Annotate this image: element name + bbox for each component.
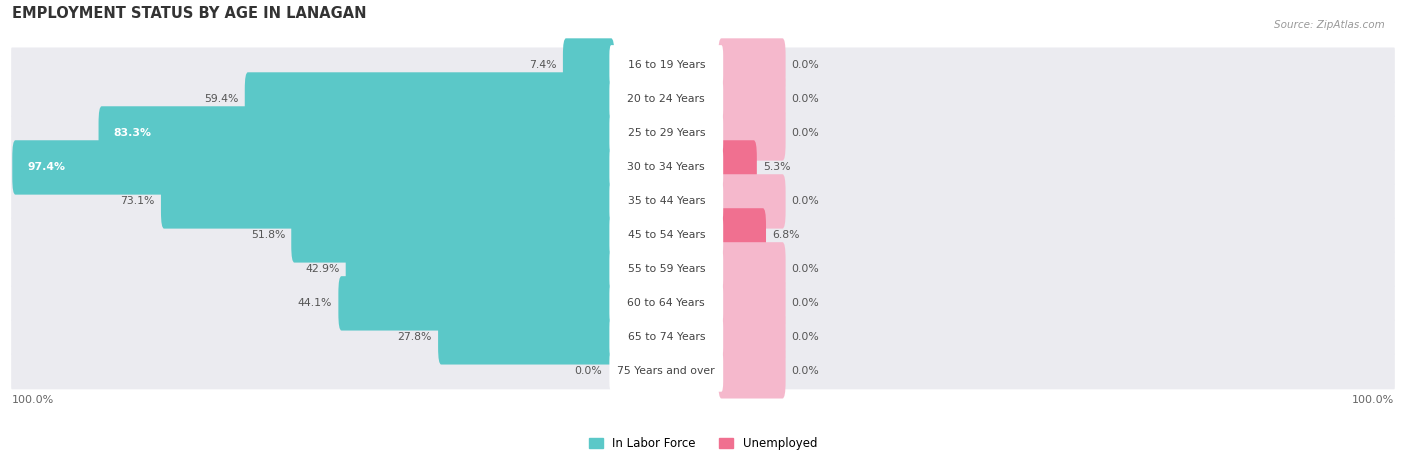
Text: 0.0%: 0.0% [792,298,820,308]
FancyBboxPatch shape [718,344,786,399]
Text: 0.0%: 0.0% [792,265,820,274]
FancyBboxPatch shape [160,174,614,229]
FancyBboxPatch shape [98,106,614,161]
FancyBboxPatch shape [11,184,1395,220]
FancyBboxPatch shape [609,147,723,188]
Text: 35 to 44 Years: 35 to 44 Years [627,196,704,207]
FancyBboxPatch shape [718,276,786,331]
FancyBboxPatch shape [609,113,723,154]
Text: 59.4%: 59.4% [204,94,239,104]
Text: 0.0%: 0.0% [792,333,820,342]
Text: 0.0%: 0.0% [792,128,820,139]
FancyBboxPatch shape [11,353,1395,389]
Text: 97.4%: 97.4% [28,162,66,172]
Text: 27.8%: 27.8% [398,333,432,342]
FancyBboxPatch shape [11,48,1395,84]
Text: EMPLOYMENT STATUS BY AGE IN LANAGAN: EMPLOYMENT STATUS BY AGE IN LANAGAN [11,6,366,21]
Text: 7.4%: 7.4% [529,60,557,71]
Text: 60 to 64 Years: 60 to 64 Years [627,298,704,308]
FancyBboxPatch shape [718,242,786,297]
FancyBboxPatch shape [11,320,1395,356]
Text: 0.0%: 0.0% [792,94,820,104]
FancyBboxPatch shape [11,217,1395,253]
Text: 20 to 24 Years: 20 to 24 Years [627,94,704,104]
FancyBboxPatch shape [609,249,723,290]
FancyBboxPatch shape [609,181,723,222]
Text: 51.8%: 51.8% [250,230,285,240]
FancyBboxPatch shape [11,252,1395,288]
Text: 30 to 34 Years: 30 to 34 Years [627,162,704,172]
FancyBboxPatch shape [11,116,1395,152]
FancyBboxPatch shape [562,38,614,93]
Text: 0.0%: 0.0% [574,366,602,376]
FancyBboxPatch shape [609,351,723,392]
FancyBboxPatch shape [718,72,786,126]
Text: 45 to 54 Years: 45 to 54 Years [627,230,704,240]
FancyBboxPatch shape [718,174,786,229]
Text: 100.0%: 100.0% [11,395,53,405]
FancyBboxPatch shape [11,81,1395,117]
Text: 0.0%: 0.0% [792,366,820,376]
FancyBboxPatch shape [718,106,786,161]
Text: 25 to 29 Years: 25 to 29 Years [627,128,704,139]
Text: 100.0%: 100.0% [1353,395,1395,405]
Text: 73.1%: 73.1% [121,196,155,207]
FancyBboxPatch shape [609,215,723,256]
Text: 0.0%: 0.0% [792,60,820,71]
Text: 65 to 74 Years: 65 to 74 Years [627,333,704,342]
Text: 44.1%: 44.1% [298,298,332,308]
FancyBboxPatch shape [11,149,1395,185]
FancyBboxPatch shape [609,79,723,120]
Text: 16 to 19 Years: 16 to 19 Years [627,60,704,71]
FancyBboxPatch shape [609,45,723,86]
Text: Source: ZipAtlas.com: Source: ZipAtlas.com [1274,20,1385,30]
FancyBboxPatch shape [346,242,614,297]
FancyBboxPatch shape [609,317,723,358]
FancyBboxPatch shape [718,310,786,364]
Text: 55 to 59 Years: 55 to 59 Years [627,265,704,274]
Text: 83.3%: 83.3% [114,128,152,139]
Text: 0.0%: 0.0% [792,196,820,207]
Legend: In Labor Force, Unemployed: In Labor Force, Unemployed [589,437,817,450]
FancyBboxPatch shape [291,208,614,263]
FancyBboxPatch shape [718,208,766,263]
Text: 42.9%: 42.9% [305,265,340,274]
FancyBboxPatch shape [718,38,786,93]
Text: 5.3%: 5.3% [763,162,790,172]
FancyBboxPatch shape [609,283,723,324]
Text: 75 Years and over: 75 Years and over [617,366,716,376]
FancyBboxPatch shape [11,285,1395,321]
FancyBboxPatch shape [245,72,614,126]
FancyBboxPatch shape [339,276,614,331]
Text: 6.8%: 6.8% [772,230,800,240]
FancyBboxPatch shape [13,140,614,194]
FancyBboxPatch shape [718,140,756,194]
FancyBboxPatch shape [439,310,614,364]
